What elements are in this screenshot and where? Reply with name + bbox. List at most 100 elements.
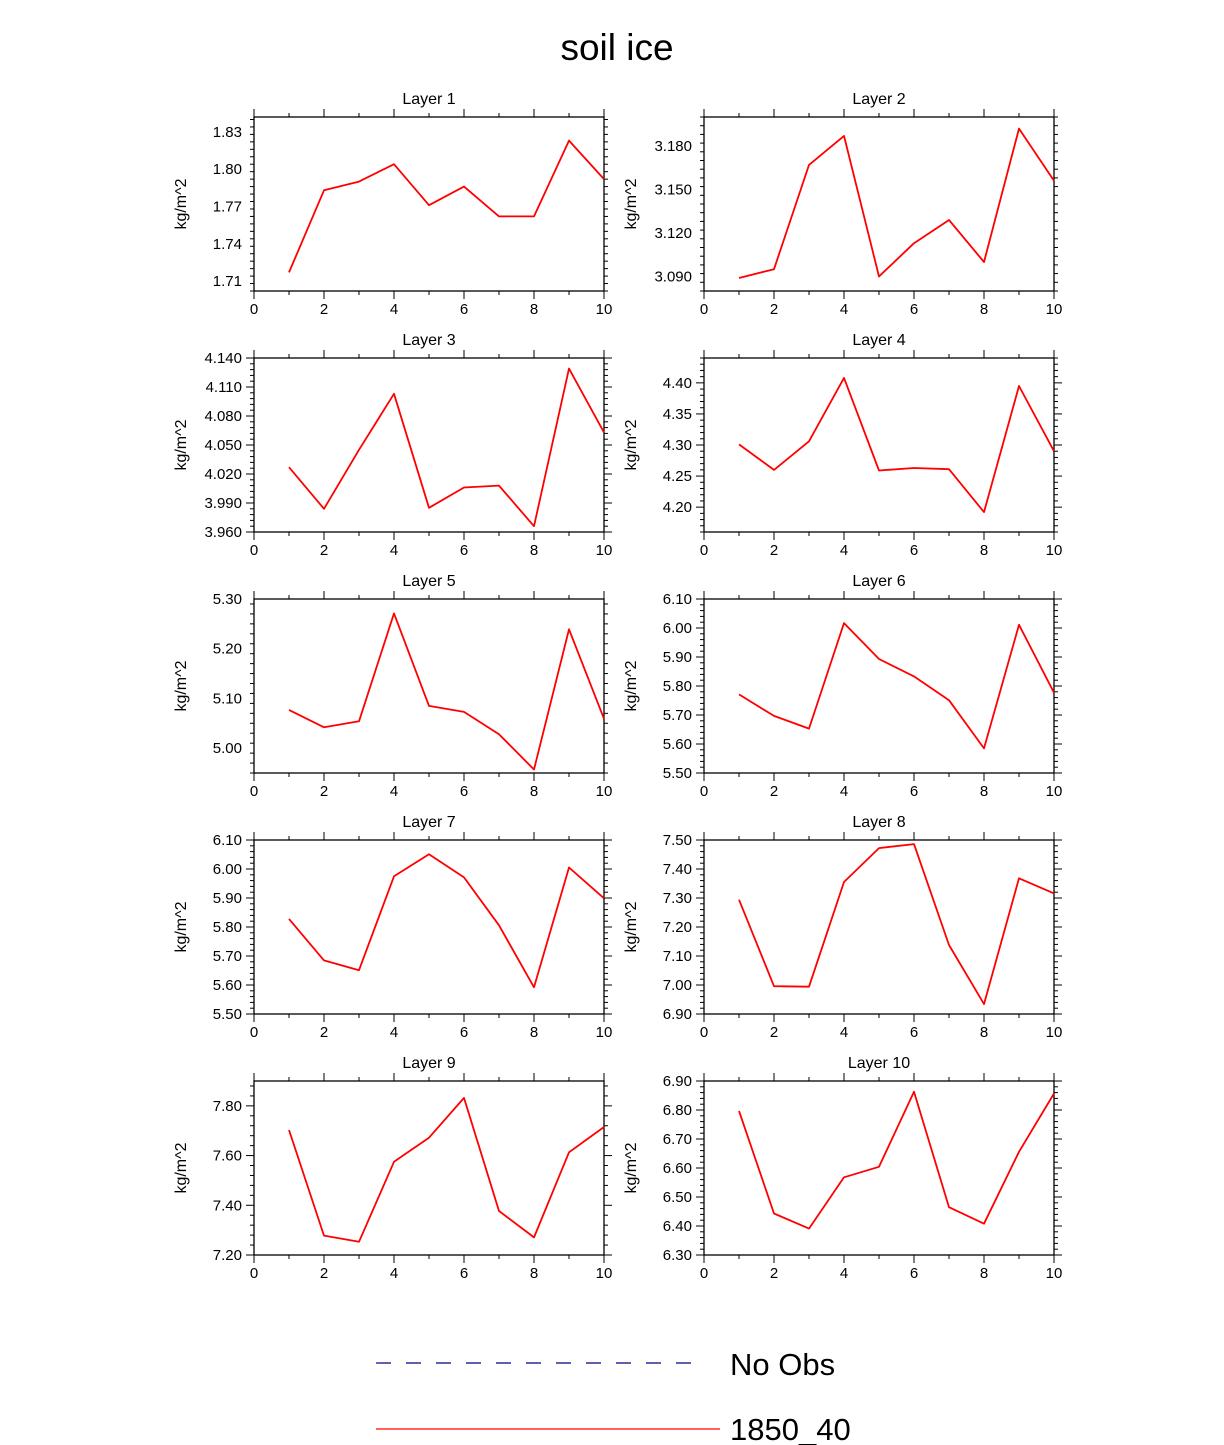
x-tick-label: 8 [530,301,538,318]
panel-title: Layer 1 [402,91,455,108]
x-tick-label: 2 [770,301,778,318]
y-tick-label: 7.10 [663,948,692,965]
y-tick-label: 5.60 [663,736,692,753]
y-axis-label: kg/m^2 [623,901,640,952]
figure-title: soil ice [560,27,673,68]
x-tick-label: 4 [840,301,848,318]
series-line-1850-40 [738,1090,1055,1230]
panels-container: 0 2 4 6 8 10 1.71 1.74 1.77 1.80 1.83 Layer 1 kg/m^2… [173,91,1062,1282]
x-tick-label: 6 [910,542,918,559]
y-tick-label: 4.110 [206,379,242,396]
panel-layer-5: 0 2 4 6 8 10 5.00 5.10 5.20 5.30 Layer 5 kg/m^2 [173,573,612,800]
y-tick-label: 5.30 [213,591,242,608]
y-tick-label: 4.050 [204,437,242,454]
legend-label-1850-40: 1850_40 [730,1412,851,1445]
panel-title: Layer 6 [852,573,905,590]
panel-title: Layer 5 [402,573,455,590]
panel-layer-10: 0 2 4 6 8 10 6.30 6.40 6.50 6.60 6.70 6.80 6.90 Layer… [623,1055,1062,1282]
y-tick-label: 5.10 [213,690,242,707]
y-axis-label: kg/m^2 [173,1142,190,1193]
x-tick-label: 0 [250,783,258,800]
x-tick-label: 4 [840,1265,848,1282]
x-tick-label: 0 [700,542,708,559]
x-tick-label: 10 [1046,301,1063,318]
y-tick-label: 5.50 [213,1006,242,1023]
y-tick-label: 6.10 [213,832,242,849]
x-tick-label: 6 [910,783,918,800]
y-tick-label: 5.80 [213,919,242,936]
y-tick-label: 3.960 [204,524,242,541]
x-tick-label: 2 [320,1265,328,1282]
y-axis-label: kg/m^2 [623,1142,640,1193]
plot-frame [703,357,1055,533]
y-tick-label: 3.090 [654,269,692,286]
x-tick-label: 8 [530,1265,538,1282]
y-tick-label: 4.25 [663,468,692,485]
y-tick-label: 4.020 [204,466,242,483]
x-tick-label: 4 [390,301,398,318]
legend-label-no-obs: No Obs [730,1347,835,1382]
y-tick-label: 1.83 [213,124,242,141]
y-tick-label: 4.35 [663,406,692,423]
plot-frame [703,116,1055,292]
y-tick-label: 6.80 [663,1102,692,1119]
x-tick-label: 10 [596,1024,613,1041]
x-tick-label: 10 [596,542,613,559]
y-tick-label: 7.40 [663,861,692,878]
x-tick-label: 2 [320,542,328,559]
panel-layer-3: 0 2 4 6 8 10 3.960 3.990 4.020 4.050 4.080 4.110 4.1… [173,332,612,559]
panel-layer-8: 0 2 4 6 8 10 6.90 7.00 7.10 7.20 7.30 7.40 7.50 Layer… [623,814,1062,1041]
y-tick-label: 6.30 [663,1247,692,1264]
panel-layer-6: 0 2 4 6 8 10 5.50 5.60 5.70 5.80 5.90 6.00 6.10 Layer… [623,573,1062,800]
legend: No Obs 1850_40 [376,1347,851,1445]
x-tick-label: 6 [460,783,468,800]
y-tick-label: 4.30 [663,437,692,454]
x-tick-label: 6 [460,301,468,318]
x-tick-label: 2 [770,542,778,559]
x-tick-label: 6 [910,1024,918,1041]
x-tick-label: 8 [530,783,538,800]
y-tick-label: 6.60 [663,1160,692,1177]
x-tick-label: 10 [596,301,613,318]
x-tick-label: 10 [1046,1265,1063,1282]
y-tick-label: 6.00 [213,861,242,878]
panel-title: Layer 7 [402,814,455,831]
x-tick-label: 6 [460,1024,468,1041]
y-tick-label: 7.30 [663,890,692,907]
series-line-1850-40 [738,843,1055,1005]
y-tick-label: 7.40 [213,1197,242,1214]
x-tick-label: 8 [980,542,988,559]
series-line-1850-40 [288,1097,605,1243]
panel-title: Layer 9 [402,1055,455,1072]
x-tick-label: 8 [980,1265,988,1282]
panel-layer-9: 0 2 4 6 8 10 7.20 7.40 7.60 7.80 Layer 9 kg/m^2 [173,1055,612,1282]
x-tick-label: 10 [596,783,613,800]
series-line-1850-40 [288,367,605,528]
x-tick-label: 0 [250,1265,258,1282]
x-tick-label: 0 [700,1265,708,1282]
x-tick-label: 10 [1046,783,1063,800]
y-tick-label: 1.74 [213,236,242,253]
y-tick-label: 4.080 [204,408,242,425]
y-tick-label: 5.50 [663,765,692,782]
x-tick-label: 8 [530,1024,538,1041]
plot-frame [703,1080,1055,1256]
x-tick-label: 2 [320,301,328,318]
x-tick-label: 8 [530,542,538,559]
series-line-1850-40 [738,376,1055,513]
y-tick-label: 3.990 [204,495,242,512]
y-tick-label: 7.50 [663,832,692,849]
y-tick-label: 6.50 [663,1189,692,1206]
x-tick-label: 10 [1046,1024,1063,1041]
x-tick-label: 10 [1046,542,1063,559]
x-tick-label: 4 [390,1024,398,1041]
x-tick-label: 4 [840,1024,848,1041]
y-axis-label: kg/m^2 [173,660,190,711]
y-tick-label: 6.00 [663,620,692,637]
series-line-1850-40 [738,622,1055,750]
panel-layer-4: 0 2 4 6 8 10 4.20 4.25 4.30 4.35 4.40 Layer 4 kg/m^2 [623,332,1062,559]
y-axis-label: kg/m^2 [623,419,640,470]
plot-frame [253,1080,605,1256]
y-axis-label: kg/m^2 [173,178,190,229]
